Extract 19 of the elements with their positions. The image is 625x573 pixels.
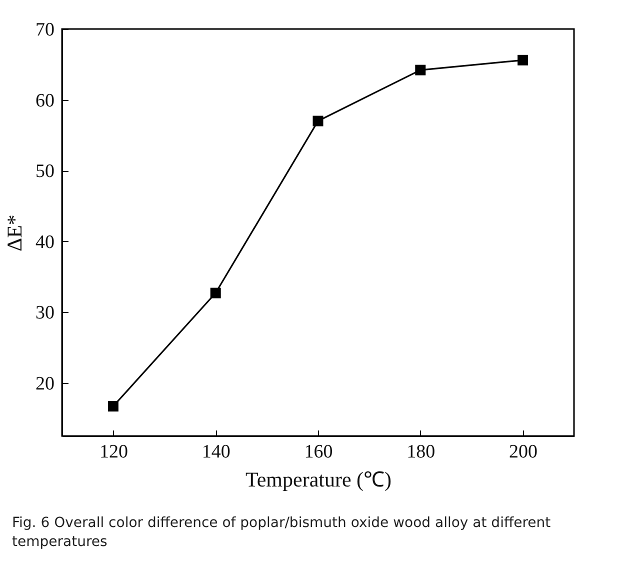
y-axis-title: ΔE* <box>2 214 26 252</box>
y-tick-label: 20 <box>36 373 54 394</box>
y-tick-label: 60 <box>36 90 54 112</box>
y-tick-label: 30 <box>36 302 54 324</box>
point <box>518 54 528 66</box>
caption: Fig. 6 Overall color difference of poplar/bismuth oxide wood alloy at different temperatures <box>12 514 552 552</box>
x-tick-label: 160 <box>304 442 333 462</box>
point <box>312 116 324 126</box>
x-tick-label: 180 <box>406 442 436 462</box>
point <box>415 64 426 76</box>
y-tick-label: 40 <box>36 232 54 253</box>
x-tick-label: 140 <box>202 442 230 462</box>
x-axis-title: Temperature (℃) <box>245 468 392 492</box>
x-tick-label: 200 <box>509 442 538 462</box>
y-tick-label: 70 <box>36 20 54 40</box>
y-tick-label: 50 <box>36 161 54 182</box>
x-tick-label: 120 <box>99 442 128 462</box>
point <box>108 401 118 412</box>
point <box>210 288 221 298</box>
